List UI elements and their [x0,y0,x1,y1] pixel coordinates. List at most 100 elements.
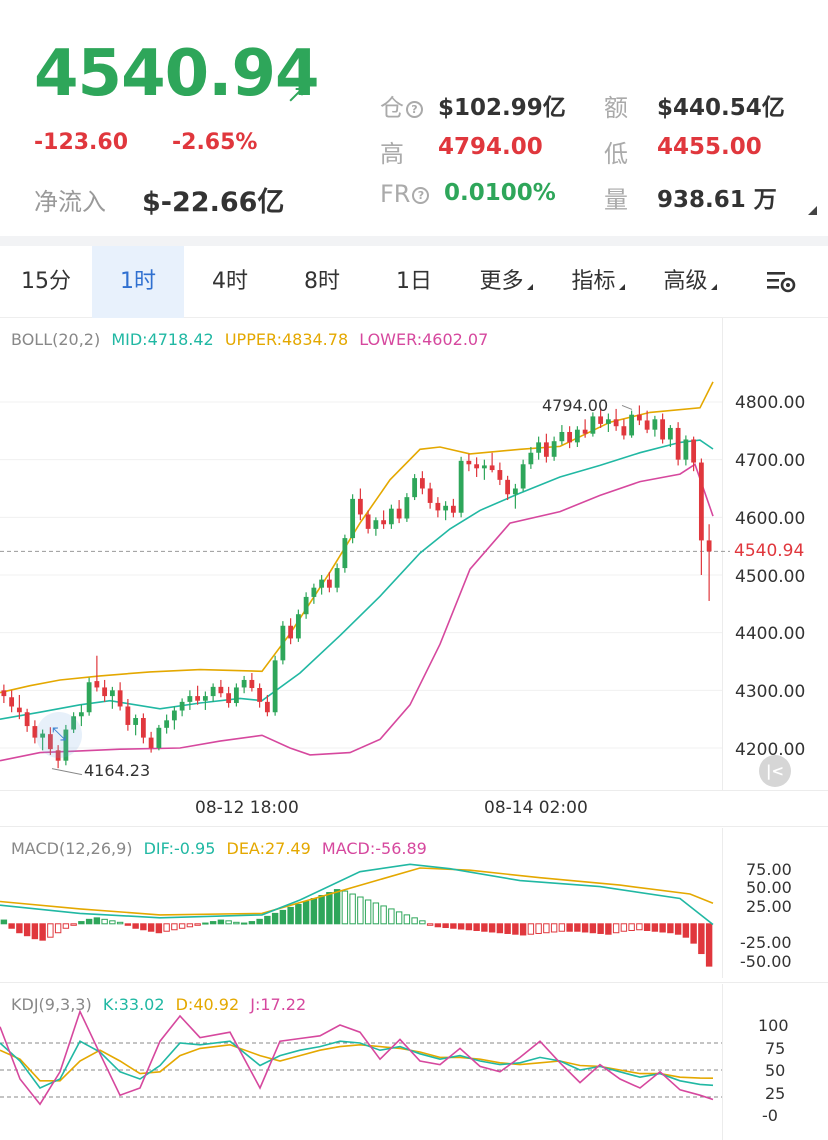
macd-histogram-bar [217,919,225,925]
volume-value: 938.61 万 [657,187,777,213]
candle-body [598,416,604,424]
boll-upper: UPPER:4834.78 [224,330,349,349]
candle-body [528,452,534,465]
macd-chart[interactable] [0,828,828,978]
macd-axis-label: -50.00 [740,952,792,971]
kdj-axis-label: 25 [765,1084,786,1103]
skip-to-start-icon[interactable]: |< [759,755,791,787]
boll-lower-line [0,463,714,762]
macd-axis-label: -25.00 [740,933,792,952]
candle-body [481,465,487,469]
price-axis-label: 4400.00 [735,624,806,644]
candle-body [94,681,100,688]
kdj-d-line [0,1043,714,1082]
candle-body [582,429,588,434]
expand-stats-icon[interactable] [808,206,817,215]
candle-body [295,614,301,639]
macd-value: MACD:-56.89 [321,839,427,858]
macd-histogram-bar [512,923,519,935]
tab-1d[interactable]: 1日 [396,269,432,294]
macd-histogram-bar [667,923,674,934]
macd-dea-line [0,867,714,916]
tab-indicators[interactable]: 指标 [552,246,644,318]
candle-body [326,579,332,588]
kdj-axis-label: 50 [765,1061,786,1080]
low-label: 低 [604,140,628,168]
macd-histogram-bar [550,923,558,933]
funding-rate-label[interactable]: FR? [380,180,430,208]
macd-histogram-bar [496,923,504,934]
candle-body [567,431,573,443]
price-axis-label: 4300.00 [735,682,806,702]
macd-histogram-bar [690,923,697,944]
panel-divider [0,826,828,827]
candle-body [559,431,565,442]
trend-up-arrow-icon: ↗ [286,80,307,108]
question-icon[interactable]: ? [412,187,430,204]
tab-more[interactable]: 更多 [460,246,552,318]
macd-histogram-bar [705,923,713,967]
tab-8h[interactable]: 8时 [304,269,340,294]
macd-axis-label: 75.00 [746,860,792,879]
candle-body [458,460,464,513]
position-value: $102.99亿 [438,95,566,121]
candle-body [404,497,410,519]
candle-body [691,439,697,463]
macd-histogram-bar [395,911,403,925]
chart-settings-icon[interactable] [752,246,812,318]
time-axis-label: 08-12 18:00 [195,798,299,818]
tab-advanced[interactable]: 高级 [644,246,736,318]
candle-body [257,688,263,702]
candle-body [272,660,278,713]
turnover-label: 额 [604,94,628,122]
macd-histogram-bar [620,923,628,932]
candle-body [179,701,185,711]
turnover-value: $440.54亿 [657,95,785,121]
macd-histogram-bar [202,922,209,925]
kdj-axis-label: -0 [762,1106,778,1125]
macd-histogram-bar [47,923,54,938]
macd-histogram-bar [178,923,186,929]
candle-body [156,727,162,748]
macd-histogram-bar [349,893,356,925]
high-marker-leader [621,404,633,410]
candle-body [311,587,317,597]
candle-body [86,682,92,713]
candle-body [683,439,689,460]
price-candlestick-chart[interactable] [0,318,828,790]
price-axis-label: 4500.00 [735,567,806,587]
candle-body [574,429,580,443]
expand-arrow-icon[interactable]: ⤡ [36,712,82,758]
kdj-legend: KDJ(9,3,3) K:33.02 D:40.92 J:17.22 [11,995,312,1014]
question-icon[interactable]: ? [406,101,423,118]
candle-body [40,733,46,738]
high-value: 4794.00 [438,134,543,160]
low-marker-leader [51,768,83,776]
macd-histogram-bar [109,920,116,925]
macd-histogram-bar [581,923,589,933]
macd-histogram-bar [465,923,473,931]
kdj-axis-label: 75 [765,1039,786,1058]
candle-body [652,419,658,430]
candle-body [706,540,712,552]
net-inflow-value: $-22.66亿 [142,187,285,218]
candle-body [63,729,69,761]
macd-histogram-bar [566,923,573,932]
tab-15m[interactable]: 15分 [21,269,71,294]
macd-histogram-bar [155,923,163,934]
macd-histogram-bar [225,920,232,925]
tab-4h[interactable]: 4时 [212,269,248,294]
boll-name: BOLL(20,2) [11,330,101,349]
kdj-j: J:17.22 [250,995,307,1014]
candle-body [450,505,456,513]
position-label[interactable]: 仓? [380,88,423,123]
time-axis-line [0,790,828,791]
macd-histogram-bar [140,923,147,931]
macd-histogram-bar [419,920,426,925]
macd-histogram-bar [101,918,108,925]
macd-dif: DIF:-0.95 [143,839,216,858]
tab-1h[interactable]: 1时 [92,246,184,318]
kdj-chart[interactable] [0,984,828,1140]
macd-histogram-bar [519,923,527,936]
candle-body [497,470,503,480]
